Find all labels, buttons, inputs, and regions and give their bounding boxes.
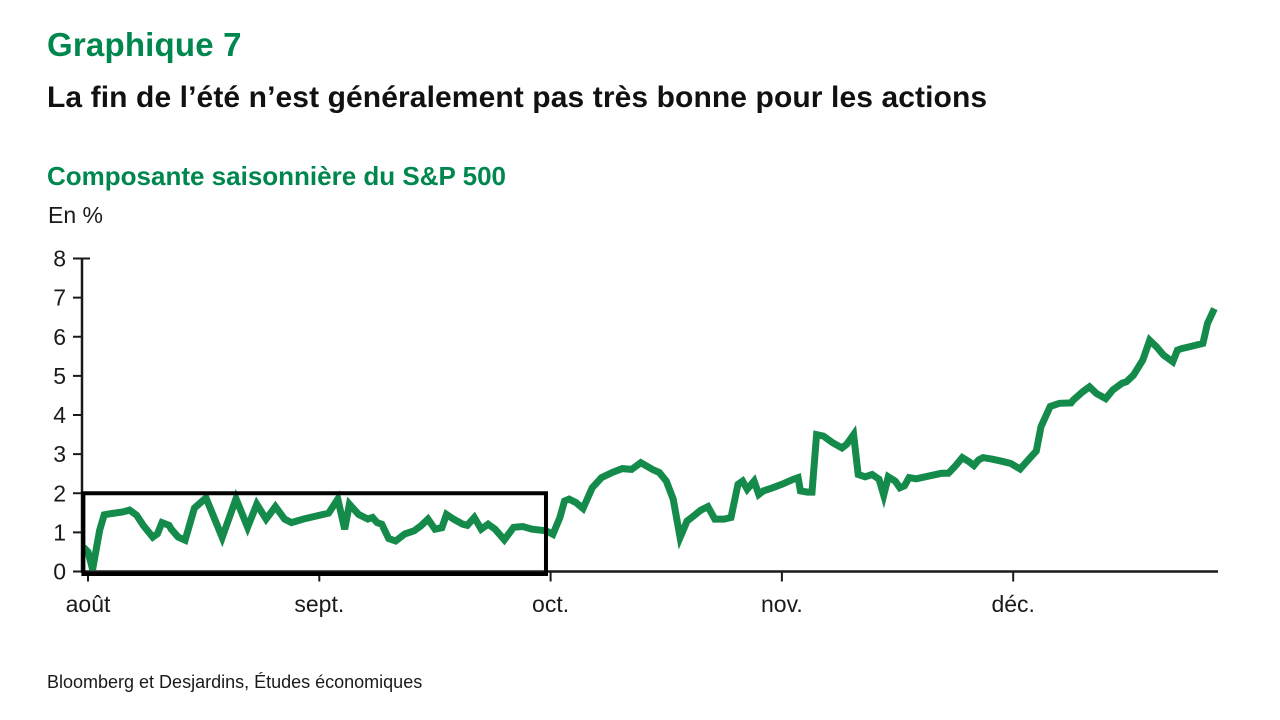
y-tick-label: 3: [53, 441, 66, 467]
y-tick-label: 8: [53, 246, 66, 272]
y-tick-label: 1: [53, 519, 66, 545]
y-tick-label: 4: [53, 402, 66, 428]
y-tick-label: 7: [53, 285, 66, 311]
highlight-box: [81, 491, 548, 576]
x-tick-label: déc.: [991, 591, 1034, 617]
y-tick-label: 5: [53, 363, 66, 389]
source-note: Bloomberg et Desjardins, Études économiq…: [47, 672, 423, 692]
y-tick-label: 2: [53, 480, 66, 506]
y-tick-label: 0: [53, 559, 66, 585]
y-tick-label: 6: [53, 324, 66, 350]
seasonal-component-line: [80, 307, 1218, 571]
figure-number: Graphique 7: [47, 26, 242, 63]
x-tick-label: août: [66, 591, 111, 617]
chart-title: Composante saisonnière du S&P 500: [47, 161, 506, 191]
y-axis-unit-label: En %: [48, 202, 103, 228]
x-tick-label: nov.: [761, 591, 803, 617]
figure-title: La fin de l’été n’est généralement pas t…: [47, 81, 988, 114]
x-tick-label: sept.: [294, 591, 344, 617]
x-tick-label: oct.: [532, 591, 569, 617]
